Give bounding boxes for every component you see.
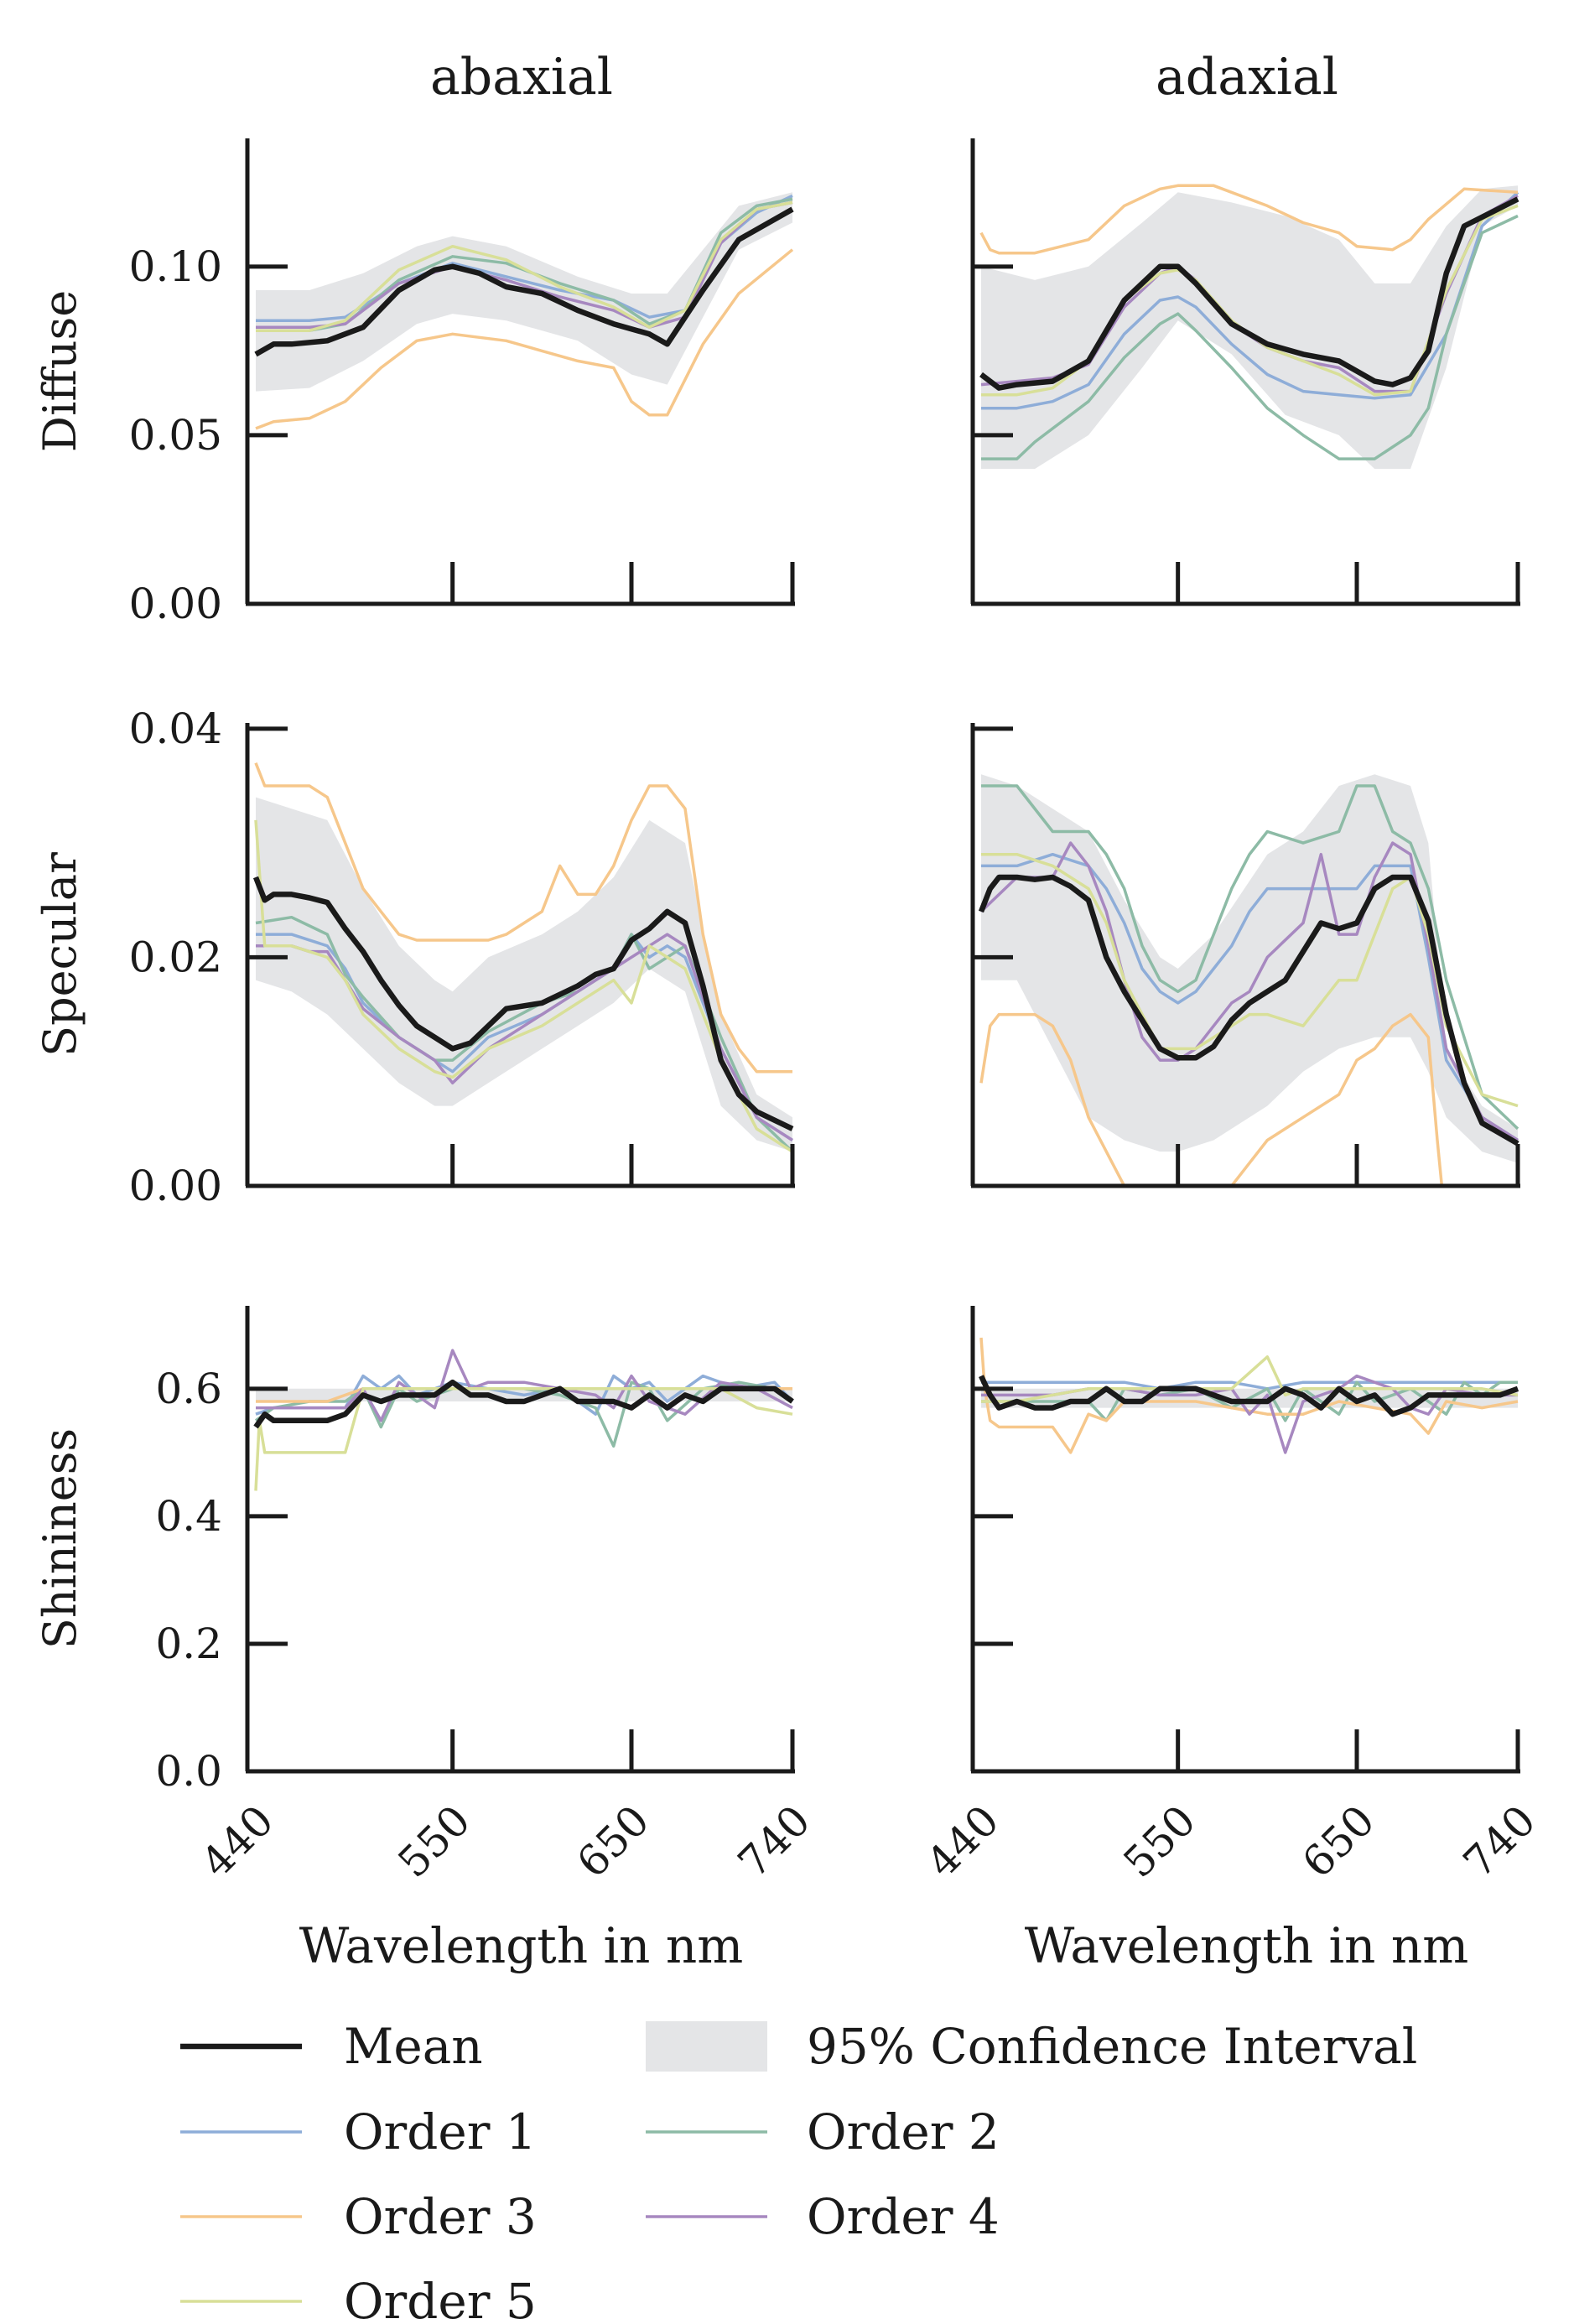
series-line-order-3	[979, 184, 1519, 255]
y-tick-label: 0.0	[155, 1747, 222, 1796]
plot-area	[979, 184, 1519, 470]
ylabel-specular: Specular	[34, 852, 86, 1057]
legend-item-95-confidence-interval: 95% Confidence Interval	[646, 2018, 1417, 2075]
panel-specular-abaxial: 0.00 0.02 0.04	[129, 704, 795, 1210]
legend-label: Order 5	[344, 2273, 537, 2324]
panel-shininess-adaxial: 440 550 650 740 Wavelength in nm	[917, 1306, 1545, 1974]
legend-item-order-3: Order 3	[180, 2188, 537, 2245]
x-tick-label: 440	[192, 1796, 283, 1886]
plot-area	[978, 774, 1519, 1186]
y-tick-label: 0.2	[155, 1620, 222, 1668]
legend-label: Order 4	[807, 2188, 1000, 2245]
x-tick-label: 550	[389, 1796, 480, 1886]
panel-specular-adaxial	[970, 723, 1520, 1188]
x-tick-label: 650	[1293, 1796, 1384, 1886]
series-line-order-1	[981, 191, 1519, 410]
series-line-mean	[253, 1379, 794, 1429]
x-tick-label: 740	[1454, 1796, 1545, 1886]
legend: Mean 95% Confidence Interval Order 1 Order …	[180, 2018, 1417, 2324]
panels-layer: abaxial adaxial Diffuse 0.00 0.05 0.10 Specula…	[34, 48, 1545, 1974]
legend-item-order-4: Order 4	[646, 2188, 1000, 2245]
plot-area	[252, 762, 794, 1153]
series-line-order-3	[979, 1337, 1519, 1454]
legend-swatch	[646, 2021, 767, 2072]
ci-band	[981, 774, 1518, 1163]
plot-area	[253, 1349, 794, 1491]
panel-diffuse-adaxial	[970, 138, 1520, 606]
plot-area	[254, 192, 794, 430]
y-tick-label: 0.02	[129, 933, 222, 981]
xlabel: Wavelength in nm	[1025, 1917, 1468, 1974]
series-line-order-4	[979, 841, 1519, 1141]
series-line-order-4	[256, 1349, 793, 1422]
y-tick-label: 0.05	[129, 411, 222, 460]
series-line-order-5	[256, 200, 793, 332]
legend-item-mean: Mean	[180, 2018, 483, 2075]
series-line-order-5	[254, 1387, 793, 1491]
series-line-order-3	[254, 762, 792, 1074]
series-line-mean	[979, 1375, 1519, 1417]
legend-item-order-2: Order 2	[646, 2103, 1000, 2160]
legend-label: Order 2	[807, 2103, 1000, 2160]
y-tick-label: 0.4	[155, 1492, 222, 1541]
series-line-order-3	[979, 1012, 1444, 1186]
legend-label: 95% Confidence Interval	[807, 2018, 1417, 2075]
x-tick-label: 440	[917, 1796, 1008, 1886]
y-tick-label: 0.04	[129, 704, 222, 753]
series-line-mean	[978, 874, 1519, 1146]
column-title-abaxial: abaxial	[430, 48, 613, 107]
panel-shininess-abaxial: 0.0 0.2 0.4 0.6 440 550 650 740 Wavelength in nm	[155, 1306, 819, 1974]
series-line-order-1	[981, 1380, 1518, 1391]
legend-label: Order 3	[344, 2188, 537, 2245]
series-line-order-4	[256, 200, 793, 329]
ci-band	[256, 797, 792, 1152]
ylabel-diffuse: Diffuse	[34, 290, 86, 452]
series-line-order-3	[255, 248, 794, 430]
legend-label: Mean	[344, 2018, 483, 2075]
x-tick-label: 650	[568, 1796, 658, 1886]
series-line-order-2	[981, 214, 1519, 460]
ci-band	[981, 185, 1518, 470]
series-line-order-2	[981, 784, 1519, 1131]
y-tick-label: 0.6	[155, 1365, 222, 1413]
y-tick-label: 0.00	[129, 580, 222, 628]
series-line-mean	[979, 196, 1519, 391]
series-line-mean	[252, 876, 794, 1131]
y-tick-label: 0.00	[129, 1162, 222, 1210]
xlabel: Wavelength in nm	[299, 1917, 743, 1974]
x-tick-label: 740	[729, 1796, 819, 1886]
series-line-order-5	[254, 819, 793, 1153]
series-line-mean	[254, 206, 794, 357]
legend-item-order-5: Order 5	[180, 2273, 537, 2324]
legend-item-order-1: Order 1	[180, 2103, 537, 2160]
ylabel-shininess: Shininess	[34, 1428, 86, 1649]
legend-label: Order 1	[344, 2103, 537, 2160]
column-title-adaxial: adaxial	[1156, 48, 1338, 107]
x-tick-label: 550	[1114, 1796, 1205, 1886]
plot-area	[979, 1337, 1519, 1454]
panel-diffuse-abaxial: 0.00 0.05 0.10	[129, 138, 795, 628]
y-tick-label: 0.10	[129, 242, 222, 291]
series-line-order-5	[981, 1355, 1519, 1403]
series-line-order-4	[256, 933, 793, 1141]
